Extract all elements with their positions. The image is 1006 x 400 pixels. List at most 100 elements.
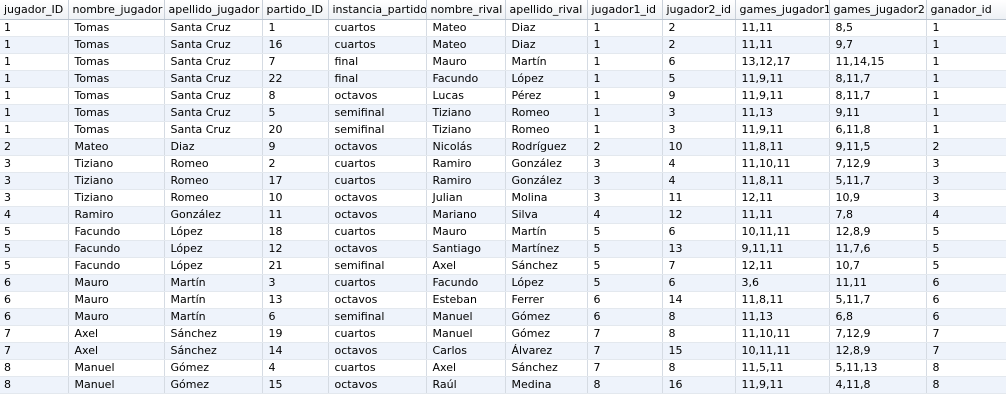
table-cell-apellido-jugador[interactable]: Gómez xyxy=(164,359,263,377)
table-cell-ganador-id[interactable]: 1 xyxy=(926,70,1006,88)
table-cell-apellido-rival[interactable]: Gómez xyxy=(505,308,588,326)
table-row[interactable]: 7 Axel Sánchez 19 cuartos Manuel Gómez 7 8 11,10,… xyxy=(0,325,1006,343)
table-cell-jugador2-id[interactable]: 4 xyxy=(662,172,736,190)
table-cell-games-jugador1[interactable]: 11,5,11 xyxy=(735,359,830,377)
table-cell-games-jugador1[interactable]: 11,11 xyxy=(735,19,830,37)
table-cell-nombre-rival[interactable]: Axel xyxy=(426,359,506,377)
table-cell-partido-id[interactable]: 3 xyxy=(262,274,329,292)
table-cell-ganador-id[interactable]: 3 xyxy=(926,172,1006,190)
column-header-ganador-id[interactable]: ganador_id xyxy=(926,0,1006,20)
table-cell-jugador-id[interactable]: 5 xyxy=(0,223,69,241)
table-row[interactable]: 1 Tomas Santa Cruz 16 cuartos Mateo Diaz 1 2 11,1… xyxy=(0,36,1006,54)
table-cell-ganador-id[interactable]: 1 xyxy=(926,53,1006,71)
column-header-nombre-jugador[interactable]: nombre_jugador xyxy=(68,0,165,20)
table-cell-partido-id[interactable]: 12 xyxy=(262,240,329,258)
table-cell-partido-id[interactable]: 13 xyxy=(262,291,329,309)
table-cell-partido-id[interactable]: 8 xyxy=(262,87,329,105)
table-cell-games-jugador2[interactable]: 11,11 xyxy=(829,274,927,292)
table-cell-apellido-rival[interactable]: Diaz xyxy=(505,36,588,54)
table-cell-jugador2-id[interactable]: 16 xyxy=(662,376,736,394)
table-cell-jugador1-id[interactable]: 1 xyxy=(587,87,663,105)
table-cell-games-jugador1[interactable]: 11,9,11 xyxy=(735,376,830,394)
table-cell-jugador1-id[interactable]: 7 xyxy=(587,342,663,360)
table-cell-apellido-jugador[interactable]: López xyxy=(164,240,263,258)
table-cell-partido-id[interactable]: 17 xyxy=(262,172,329,190)
table-cell-instancia-partido[interactable]: octavos xyxy=(328,138,427,156)
table-cell-nombre-rival[interactable]: Raúl xyxy=(426,376,506,394)
table-cell-partido-id[interactable]: 7 xyxy=(262,53,329,71)
table-cell-jugador-id[interactable]: 1 xyxy=(0,70,69,88)
table-cell-partido-id[interactable]: 14 xyxy=(262,342,329,360)
table-cell-nombre-rival[interactable]: Santiago xyxy=(426,240,506,258)
table-cell-nombre-rival[interactable]: Lucas xyxy=(426,87,506,105)
table-cell-games-jugador2[interactable]: 8,11,7 xyxy=(829,70,927,88)
table-row[interactable]: 1 Tomas Santa Cruz 1 cuartos Mateo Diaz 1 2 11,11… xyxy=(0,19,1006,37)
table-cell-instancia-partido[interactable]: cuartos xyxy=(328,155,427,173)
table-cell-nombre-rival[interactable]: Tiziano xyxy=(426,121,506,139)
table-cell-games-jugador2[interactable]: 5,11,7 xyxy=(829,291,927,309)
table-cell-nombre-rival[interactable]: Mauro xyxy=(426,53,506,71)
table-cell-jugador1-id[interactable]: 4 xyxy=(587,206,663,224)
table-cell-ganador-id[interactable]: 1 xyxy=(926,19,1006,37)
table-cell-apellido-jugador[interactable]: Diaz xyxy=(164,138,263,156)
table-cell-nombre-rival[interactable]: Nicolás xyxy=(426,138,506,156)
table-cell-jugador-id[interactable]: 3 xyxy=(0,172,69,190)
table-cell-games-jugador1[interactable]: 11,11 xyxy=(735,206,830,224)
table-cell-nombre-jugador[interactable]: Manuel xyxy=(68,376,165,394)
table-cell-games-jugador2[interactable]: 5,11,7 xyxy=(829,172,927,190)
table-cell-nombre-jugador[interactable]: Axel xyxy=(68,342,165,360)
table-cell-jugador1-id[interactable]: 3 xyxy=(587,189,663,207)
table-cell-jugador1-id[interactable]: 6 xyxy=(587,308,663,326)
table-cell-games-jugador2[interactable]: 9,7 xyxy=(829,36,927,54)
table-cell-instancia-partido[interactable]: cuartos xyxy=(328,274,427,292)
table-cell-jugador2-id[interactable]: 11 xyxy=(662,189,736,207)
table-cell-jugador1-id[interactable]: 3 xyxy=(587,172,663,190)
table-cell-nombre-jugador[interactable]: Tomas xyxy=(68,53,165,71)
table-cell-nombre-jugador[interactable]: Tiziano xyxy=(68,155,165,173)
table-cell-nombre-rival[interactable]: Facundo xyxy=(426,274,506,292)
table-cell-nombre-jugador[interactable]: Axel xyxy=(68,325,165,343)
table-cell-nombre-jugador[interactable]: Mauro xyxy=(68,308,165,326)
table-cell-games-jugador1[interactable]: 13,12,17 xyxy=(735,53,830,71)
table-cell-apellido-rival[interactable]: López xyxy=(505,274,588,292)
table-cell-jugador2-id[interactable]: 10 xyxy=(662,138,736,156)
table-cell-apellido-rival[interactable]: Martín xyxy=(505,223,588,241)
table-row[interactable]: 8 Manuel Gómez 4 cuartos Axel Sánchez 7 8 11,5,11… xyxy=(0,359,1006,377)
table-cell-jugador1-id[interactable]: 5 xyxy=(587,240,663,258)
table-cell-instancia-partido[interactable]: cuartos xyxy=(328,359,427,377)
column-header-jugador2-id[interactable]: jugador2_id xyxy=(662,0,736,20)
table-cell-jugador-id[interactable]: 1 xyxy=(0,36,69,54)
table-cell-jugador1-id[interactable]: 7 xyxy=(587,359,663,377)
table-cell-games-jugador2[interactable]: 6,11,8 xyxy=(829,121,927,139)
table-row[interactable]: 1 Tomas Santa Cruz 20 semifinal Tiziano Romeo 1… xyxy=(0,121,1006,139)
table-cell-apellido-rival[interactable]: Sánchez xyxy=(505,257,588,275)
table-row[interactable]: 2 Mateo Diaz 9 octavos Nicolás Rodríguez 2 10 11,… xyxy=(0,138,1006,156)
table-cell-jugador2-id[interactable]: 5 xyxy=(662,70,736,88)
table-cell-jugador-id[interactable]: 1 xyxy=(0,121,69,139)
table-cell-instancia-partido[interactable]: octavos xyxy=(328,240,427,258)
table-cell-nombre-rival[interactable]: Manuel xyxy=(426,325,506,343)
column-header-apellido-rival[interactable]: apellido_rival xyxy=(505,0,588,20)
table-cell-jugador2-id[interactable]: 6 xyxy=(662,274,736,292)
column-header-jugador1-id[interactable]: jugador1_id xyxy=(587,0,663,20)
table-cell-partido-id[interactable]: 15 xyxy=(262,376,329,394)
table-cell-jugador-id[interactable]: 5 xyxy=(0,257,69,275)
table-cell-games-jugador1[interactable]: 11,13 xyxy=(735,104,830,122)
table-cell-games-jugador1[interactable]: 12,11 xyxy=(735,189,830,207)
table-cell-games-jugador1[interactable]: 12,11 xyxy=(735,257,830,275)
table-cell-jugador-id[interactable]: 3 xyxy=(0,189,69,207)
table-cell-partido-id[interactable]: 1 xyxy=(262,19,329,37)
table-cell-jugador-id[interactable]: 4 xyxy=(0,206,69,224)
table-cell-nombre-rival[interactable]: Esteban xyxy=(426,291,506,309)
table-cell-partido-id[interactable]: 5 xyxy=(262,104,329,122)
table-row[interactable]: 1 Tomas Santa Cruz 5 semifinal Tiziano Romeo 1 3… xyxy=(0,104,1006,122)
table-cell-jugador1-id[interactable]: 7 xyxy=(587,325,663,343)
table-cell-jugador-id[interactable]: 1 xyxy=(0,19,69,37)
table-cell-jugador2-id[interactable]: 3 xyxy=(662,104,736,122)
table-cell-ganador-id[interactable]: 4 xyxy=(926,206,1006,224)
table-cell-apellido-jugador[interactable]: Santa Cruz xyxy=(164,70,263,88)
table-cell-apellido-rival[interactable]: Gómez xyxy=(505,325,588,343)
table-cell-nombre-rival[interactable]: Julian xyxy=(426,189,506,207)
table-cell-apellido-rival[interactable]: Martín xyxy=(505,53,588,71)
table-cell-ganador-id[interactable]: 1 xyxy=(926,121,1006,139)
